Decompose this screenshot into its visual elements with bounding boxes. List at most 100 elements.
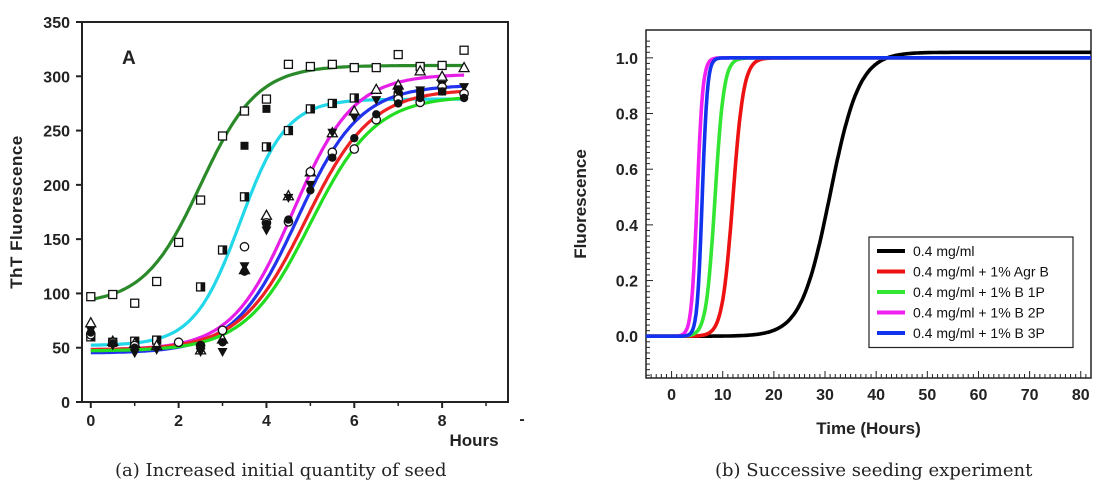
- x-tick-label: 8: [438, 413, 447, 430]
- data-point-filled-down-triangle: [327, 128, 338, 138]
- data-point-filled-circle: [459, 93, 469, 103]
- y-tick-label: 350: [43, 15, 70, 32]
- data-point-open-square: [437, 60, 447, 71]
- data-point-filled-circle: [240, 267, 249, 276]
- data-point-filled-square: [416, 88, 425, 97]
- x-axis-label: Hours: [449, 431, 498, 450]
- y-tick-label: 0.6: [616, 162, 638, 179]
- x-tick-label: 0: [86, 413, 95, 430]
- data-point-filled-circle: [108, 339, 117, 348]
- x-tick-label: 50: [918, 387, 936, 404]
- data-point-filled-circle: [306, 186, 315, 195]
- data-point-open-triangle: [457, 61, 471, 73]
- data-point-open-square: [349, 62, 359, 73]
- data-point-open-circle: [173, 337, 184, 348]
- data-point-filled-circle: [372, 110, 381, 119]
- plot-frame: [81, 21, 509, 403]
- data-point-filled-down-triangle: [261, 226, 272, 236]
- data-point-filled-down-triangle: [195, 348, 206, 358]
- x-tick-label: 40: [867, 387, 885, 404]
- plot-frame: [645, 29, 1092, 379]
- data-point-filled-circle: [86, 328, 95, 337]
- data-point-half-square: [217, 245, 228, 255]
- data-point-filled-down-triangle: [239, 262, 250, 272]
- x-tick-label: 2: [174, 413, 183, 430]
- y-tick-label: 0.8: [616, 107, 638, 124]
- data-point-filled-circle: [284, 215, 293, 224]
- data-point-filled-circle: [328, 153, 337, 162]
- data-point-open-square: [239, 106, 250, 116]
- x-tick-label: 6: [350, 413, 359, 430]
- caption-a: (a) Increased initial quantity of seed: [115, 460, 447, 481]
- data-point-half-square: [261, 142, 272, 152]
- y-tick-label: 50: [52, 341, 70, 358]
- fit-curve-3: [90, 84, 465, 355]
- y-tick-label: 150: [43, 232, 70, 249]
- data-point-filled-circle: [262, 219, 271, 229]
- y-tick-label: 0.0: [616, 329, 638, 346]
- data-point-open-square: [327, 59, 337, 69]
- fit-curve-4: [90, 89, 465, 352]
- x-tick-label: 80: [1072, 387, 1090, 404]
- x-tick-label: 20: [765, 387, 783, 404]
- data-point-open-triangle: [260, 208, 273, 220]
- data-point-open-square: [195, 195, 206, 205]
- data-point-filled-square: [240, 141, 249, 150]
- data-point-filled-down-triangle: [459, 83, 470, 93]
- data-point-filled-down-triangle: [305, 180, 316, 190]
- y-tick-label: 250: [43, 124, 70, 141]
- data-point-open-triangle: [414, 64, 427, 76]
- x-tick-label: 0: [667, 387, 676, 404]
- data-point-half-square: [305, 104, 316, 114]
- x-axis-label: Time (Hours): [816, 419, 921, 438]
- fit-curve-5: [90, 96, 465, 353]
- y-tick-label: 300: [43, 69, 70, 86]
- legend-label-3: 0.4 mg/ml + 1% B 2P: [913, 305, 1045, 321]
- data-point-open-circle: [349, 144, 360, 154]
- chart-panel-b: 0.0 0.2 0.4 0.6 0.8 1.0 0 10 20 30 40 50 60 70 80 Time …: [560, 0, 1104, 500]
- fit-curve-0: [90, 63, 465, 301]
- y-tick-label: 0.4: [616, 218, 638, 235]
- data-point-half-square: [327, 98, 337, 109]
- series-line-4: [646, 56, 1091, 338]
- y-axis-label: ThT Fluorescence: [7, 135, 26, 288]
- data-point-open-square: [108, 289, 118, 300]
- data-point-half-square: [283, 125, 294, 136]
- legend-label-1: 0.4 mg/ml + 1% Agr B: [913, 264, 1049, 280]
- data-point-open-triangle: [370, 82, 383, 94]
- x-tick-label: 30: [816, 387, 834, 404]
- legend-label-0: 0.4 mg/ml: [913, 243, 974, 259]
- chart-a-svg: 0 50 100 150 200 250 300 350 0 2 4 6 8 - Hours ThT Fluo…: [7, 15, 525, 450]
- fit-curve-2: [90, 73, 465, 352]
- data-point-filled-circle: [218, 338, 227, 347]
- y-axis-label: Fluorescence: [571, 149, 590, 259]
- y-tick-label: 1.0: [616, 51, 638, 68]
- data-point-filled-down-triangle: [349, 113, 360, 123]
- chart-b-svg: 0.0 0.2 0.4 0.6 0.8 1.0 0 10 20 30 40 50 60 70 80 Time …: [571, 29, 1092, 438]
- data-point-filled-circle: [350, 133, 359, 143]
- series-line-0: [646, 50, 1091, 338]
- data-point-filled-down-triangle: [217, 348, 228, 358]
- data-point-filled-down-triangle: [151, 345, 162, 355]
- data-point-filled-down-triangle: [283, 193, 294, 203]
- data-point-open-circle: [305, 166, 316, 177]
- data-point-filled-square: [262, 104, 271, 113]
- data-point-open-square: [283, 59, 294, 69]
- chart-panel-a: 0 50 100 150 200 250 300 350 0 2 4 6 8 - Hours ThT Fluo…: [7, 15, 525, 481]
- data-point-half-square: [239, 192, 250, 202]
- data-point-open-circle: [217, 325, 228, 336]
- y-tick-label: 0.2: [616, 274, 638, 291]
- data-point-filled-down-triangle: [371, 96, 382, 106]
- data-point-open-square: [86, 292, 96, 302]
- data-point-filled-circle: [130, 343, 139, 352]
- x-tick-label: 70: [1021, 387, 1039, 404]
- data-point-open-square: [371, 62, 381, 73]
- data-point-open-square: [393, 49, 403, 60]
- y-tick-label: 200: [43, 178, 70, 195]
- x-tick-label: 60: [970, 387, 988, 404]
- data-point-filled-circle: [196, 341, 205, 350]
- panel-letter: A: [122, 48, 136, 69]
- data-point-open-square: [305, 61, 316, 72]
- data-point-filled-square: [394, 85, 403, 94]
- y-tick-label: 100: [43, 286, 70, 303]
